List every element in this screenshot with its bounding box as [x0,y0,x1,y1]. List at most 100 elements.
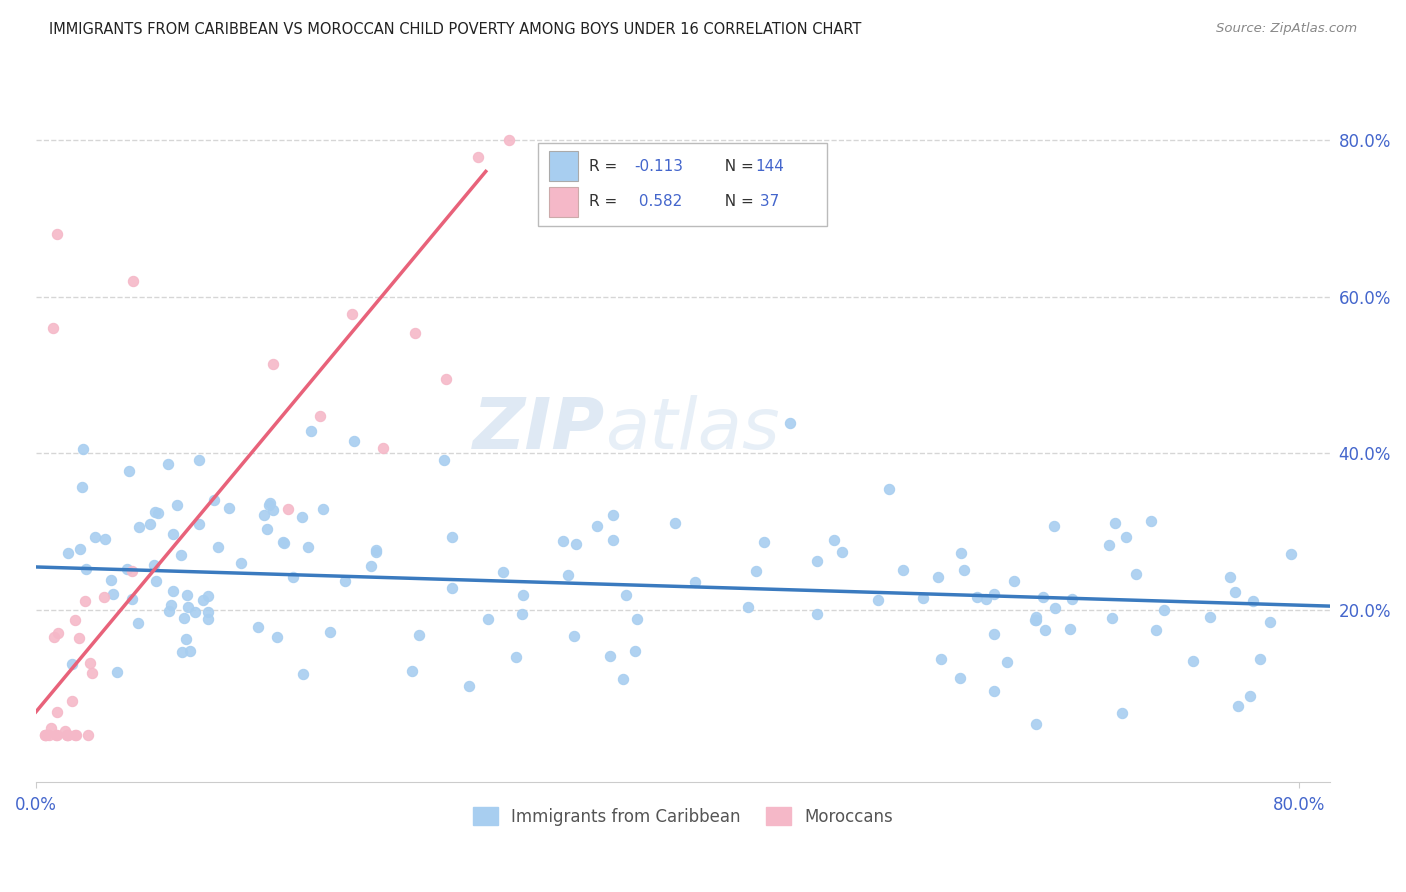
Point [343,434,366,448]
Point [557,568,579,582]
Point [256,522,278,536]
Point [512,588,534,602]
Point [364,543,387,558]
Point [1125,566,1147,581]
Point [79,657,101,671]
Point [949,546,972,560]
Point [177,600,200,615]
Point [105,665,128,679]
Point [299,424,322,438]
Point [911,591,934,605]
Point [929,652,952,666]
Point [253,508,276,523]
Point [434,372,457,386]
Point [1219,570,1241,584]
Point [100,573,122,587]
Point [505,650,527,665]
Point [207,540,229,554]
Point [191,592,214,607]
Point [115,562,138,576]
Point [1033,623,1056,637]
Point [1115,530,1137,544]
Point [257,498,280,512]
Point [683,575,706,590]
Point [42,321,65,335]
Point [779,416,801,430]
Text: atlas: atlas [606,395,780,465]
Point [823,533,845,547]
Point [1042,518,1064,533]
Point [1243,593,1265,607]
Point [157,458,180,472]
Point [1043,601,1066,615]
Point [46,625,69,640]
Point [35,728,58,742]
Point [46,227,69,241]
Point [744,564,766,578]
Point [432,453,454,467]
Point [1223,584,1246,599]
Point [1279,547,1302,561]
Point [56,728,79,742]
Point [273,536,295,550]
Point [34,728,56,742]
Point [1098,538,1121,552]
Point [441,581,464,595]
Point [949,671,972,685]
Point [752,534,775,549]
Point [247,620,270,634]
Point [75,562,97,576]
Point [602,533,624,547]
Point [56,546,79,560]
Point [737,599,759,614]
Point [877,482,900,496]
Point [312,502,335,516]
Text: ZIP: ZIP [474,395,606,465]
Point [1025,716,1047,731]
Point [143,505,166,519]
Legend: Immigrants from Caribbean, Moroccans: Immigrants from Caribbean, Moroccans [465,799,901,834]
Point [927,570,949,584]
Point [1140,514,1163,528]
Point [586,518,609,533]
Text: N =: N = [716,159,759,174]
Point [1060,592,1083,607]
Point [148,506,170,520]
Point [121,564,143,578]
Point [75,594,97,608]
Point [983,627,1005,641]
Point [127,615,149,630]
Point [1226,699,1249,714]
Point [42,630,65,644]
Point [93,590,115,604]
Point [1111,706,1133,720]
Point [866,593,889,607]
Point [565,537,588,551]
Text: R =: R = [589,159,621,174]
Point [118,464,141,478]
Point [612,672,634,686]
Point [457,679,479,693]
Point [1025,613,1047,627]
Point [806,607,828,621]
Point [259,496,281,510]
Point [157,604,180,618]
Point [983,587,1005,601]
Point [45,705,67,719]
Point [1024,613,1046,627]
Point [1153,603,1175,617]
Point [974,591,997,606]
Point [340,307,363,321]
Point [65,728,87,742]
Point [176,588,198,602]
Point [510,607,533,621]
Point [197,612,219,626]
Point [70,480,93,494]
Point [360,559,382,574]
Point [491,566,513,580]
Point [498,133,520,147]
Point [72,442,94,456]
Point [1059,622,1081,636]
Point [55,728,77,742]
Point [1146,623,1168,637]
